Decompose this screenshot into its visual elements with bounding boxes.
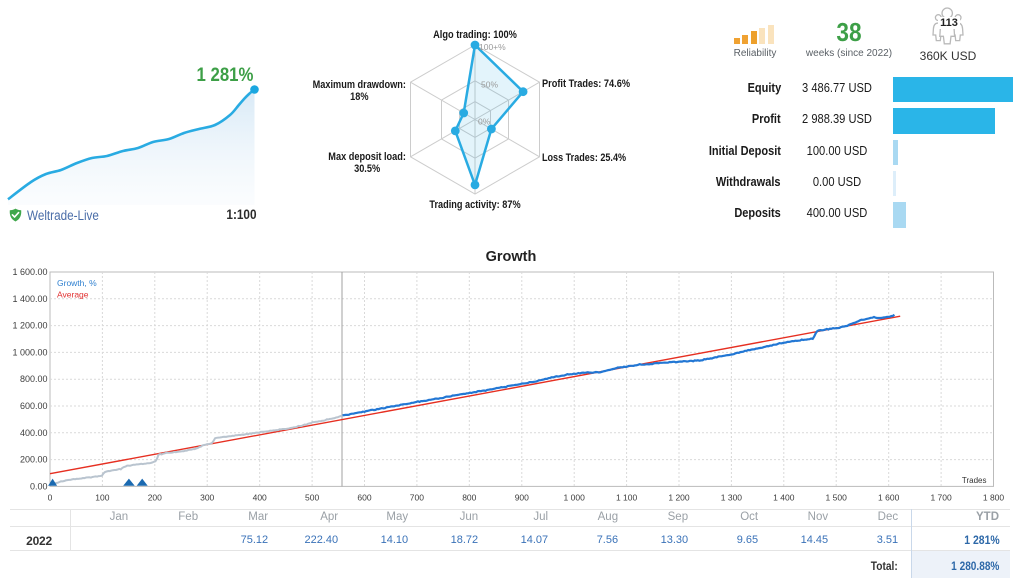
svg-text:400.00: 400.00	[20, 428, 48, 438]
svg-text:500: 500	[305, 493, 319, 503]
svg-text:0.00: 0.00	[30, 481, 48, 491]
svg-text:1 600: 1 600	[878, 493, 900, 503]
svg-text:1 300: 1 300	[721, 493, 743, 503]
svg-text:200: 200	[148, 493, 162, 503]
svg-text:0: 0	[48, 493, 53, 503]
svg-text:100+%: 100+%	[479, 42, 506, 52]
svg-text:1 000.00: 1 000.00	[12, 347, 47, 357]
svg-text:1 200: 1 200	[668, 493, 690, 503]
svg-text:1 200.00: 1 200.00	[12, 321, 47, 331]
svg-text:800.00: 800.00	[20, 374, 48, 384]
svg-text:Growth, %: Growth, %	[57, 278, 97, 288]
svg-text:300: 300	[200, 493, 214, 503]
svg-text:1 400.00: 1 400.00	[12, 294, 47, 304]
svg-text:700: 700	[410, 493, 424, 503]
svg-text:800: 800	[462, 493, 476, 503]
svg-text:1 100: 1 100	[616, 493, 638, 503]
svg-text:900: 900	[515, 493, 529, 503]
svg-text:1 000: 1 000	[564, 493, 586, 503]
svg-text:Trades: Trades	[962, 476, 987, 485]
svg-text:1 500: 1 500	[826, 493, 848, 503]
svg-text:600.00: 600.00	[20, 401, 48, 411]
svg-text:200.00: 200.00	[20, 455, 48, 465]
svg-text:100: 100	[95, 493, 109, 503]
svg-text:50%: 50%	[481, 80, 498, 90]
svg-text:600: 600	[357, 493, 371, 503]
svg-text:Average: Average	[57, 290, 89, 300]
svg-text:1 700: 1 700	[930, 493, 952, 503]
svg-text:1 800: 1 800	[983, 493, 1005, 503]
svg-text:400: 400	[253, 493, 267, 503]
svg-text:1 600.00: 1 600.00	[12, 267, 47, 277]
svg-text:1 400: 1 400	[773, 493, 795, 503]
svg-text:0%: 0%	[478, 117, 491, 127]
